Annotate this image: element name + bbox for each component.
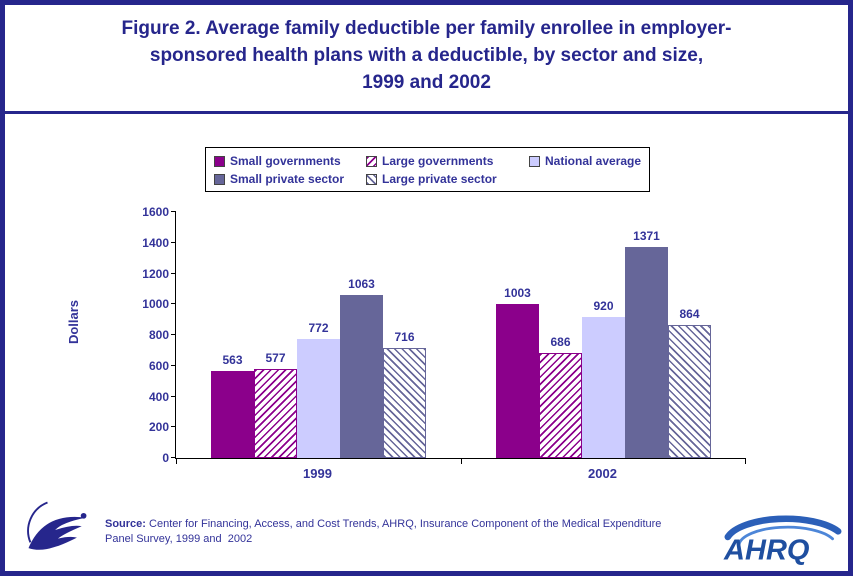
bar-value-label: 1003 xyxy=(504,285,531,300)
bar-slot: 1063 xyxy=(340,212,383,458)
ahrq-swoosh-icon: AHRQ xyxy=(723,515,842,566)
bar-slot: 1003 xyxy=(496,212,539,458)
bar-group-2002: 1003 686 920 1371 864 xyxy=(461,212,746,458)
bar-slot: 864 xyxy=(668,212,711,458)
legend-label: Large governments xyxy=(382,154,494,168)
x-label-2002: 2002 xyxy=(588,466,617,481)
bar-slot: 577 xyxy=(254,212,297,458)
bar-value-label: 686 xyxy=(550,334,571,349)
y-axis-title: Dollars xyxy=(66,299,81,345)
legend-swatch xyxy=(529,155,540,167)
y-tick-label: 800 xyxy=(148,328,169,342)
bar-large-governments-1999 xyxy=(254,369,297,458)
y-tick-mark xyxy=(171,241,176,243)
bar-value-label: 577 xyxy=(265,351,286,366)
bar-national-average-1999 xyxy=(297,339,340,458)
legend-label: Small governments xyxy=(230,154,341,168)
y-tick-mark xyxy=(171,211,176,212)
legend-swatch xyxy=(366,155,377,167)
bar-slot: 563 xyxy=(211,212,254,458)
bar-slot: 920 xyxy=(582,212,625,458)
y-tick-label: 200 xyxy=(148,420,169,435)
legend-swatch xyxy=(366,173,377,185)
legend-row-2: Small private sector Large private sector xyxy=(214,170,641,188)
y-tick-mark xyxy=(171,395,176,397)
bar-national-average-2002 xyxy=(582,316,625,458)
y-tick-label: 600 xyxy=(148,358,169,373)
y-tick-label: 1400 xyxy=(142,235,169,250)
bar-large-private-sector-2002 xyxy=(668,325,711,458)
title-line-3: 1999 and 2002 xyxy=(362,72,491,93)
bar-large-governments-2002 xyxy=(539,352,582,458)
legend-swatch xyxy=(214,155,225,167)
bar-slot: 686 xyxy=(539,212,582,458)
bar-slot: 772 xyxy=(297,212,340,458)
y-tick-mark xyxy=(171,364,176,366)
legend-item-large-governments: Large governments xyxy=(366,154,529,168)
legend-item-small-governments: Small governments xyxy=(214,154,366,168)
legend-row-1: Small governments Large governments Nation… xyxy=(214,152,641,170)
bar-value-label: 716 xyxy=(394,329,415,344)
y-tick-label: 0 xyxy=(162,451,169,465)
ahrq-logo: AHRQ xyxy=(722,507,844,567)
legend-swatch xyxy=(214,173,225,185)
bar-small-private-sector-2002 xyxy=(625,247,668,458)
bar-value-label: 563 xyxy=(222,353,243,368)
bar-small-governments-2002 xyxy=(496,303,539,458)
y-tick-mark xyxy=(171,334,176,335)
legend-item-large-private-sector: Large private sector xyxy=(366,172,529,186)
bar-value-label: 864 xyxy=(679,307,700,322)
y-tick-mark xyxy=(171,272,176,274)
y-tick-label: 1600 xyxy=(142,205,169,219)
y-tick-mark xyxy=(171,426,176,428)
x-tick-mark xyxy=(745,458,746,464)
figure-title: Figure 2. Average family deductible per … xyxy=(5,15,848,96)
bar-value-label: 1371 xyxy=(633,229,660,244)
y-axis: 0 200 400 600 800 1000 1200 1400 1600 xyxy=(123,205,169,465)
bar-small-private-sector-1999 xyxy=(340,294,383,458)
x-label-1999: 1999 xyxy=(303,466,332,481)
title-divider xyxy=(5,111,848,114)
source-label: Source: xyxy=(105,518,146,530)
x-tick-mark xyxy=(461,458,462,464)
bar-small-governments-1999 xyxy=(211,371,254,458)
legend: Small governments Large governments Nation… xyxy=(205,147,651,192)
hhs-logo xyxy=(17,493,97,569)
y-tick-label: 1000 xyxy=(142,297,169,312)
bar-slot: 716 xyxy=(383,212,426,458)
bar-large-private-sector-1999 xyxy=(383,347,426,458)
source-line-1: Center for Financing, Access, and Cost T… xyxy=(145,518,662,530)
x-tick-mark xyxy=(176,458,177,464)
hhs-eagle-icon xyxy=(27,501,87,550)
y-tick-mark xyxy=(171,457,176,458)
source-line-2: Panel Survey, 1999 and 2002 xyxy=(105,533,253,545)
y-tick-label: 1200 xyxy=(142,266,169,281)
legend-label: Large private sector xyxy=(382,172,497,186)
legend-label: National average xyxy=(545,154,642,168)
bar-value-label: 920 xyxy=(593,298,614,313)
title-line-2: sponsored health plans with a deductible… xyxy=(149,45,704,66)
legend-label: Small private sector xyxy=(230,172,345,186)
legend-item-national-average: National average xyxy=(529,154,641,168)
bar-value-label: 772 xyxy=(308,321,329,336)
y-tick-mark xyxy=(171,303,176,305)
legend-item-small-private-sector: Small private sector xyxy=(214,172,366,186)
y-tick-label: 400 xyxy=(148,389,169,404)
bar-value-label: 1063 xyxy=(348,276,375,291)
ahrq-logo-text: AHRQ xyxy=(723,534,810,565)
bar-group-1999: 563 577 772 1063 716 xyxy=(176,212,461,458)
source-note: Source: Center for Financing, Access, an… xyxy=(105,517,735,547)
bar-slot: 1371 xyxy=(625,212,668,458)
plot-area: 563 577 772 1063 716 1003 686 920 1371 864 xyxy=(171,211,746,464)
title-line-1: Figure 2. Average family deductible per … xyxy=(121,18,732,39)
